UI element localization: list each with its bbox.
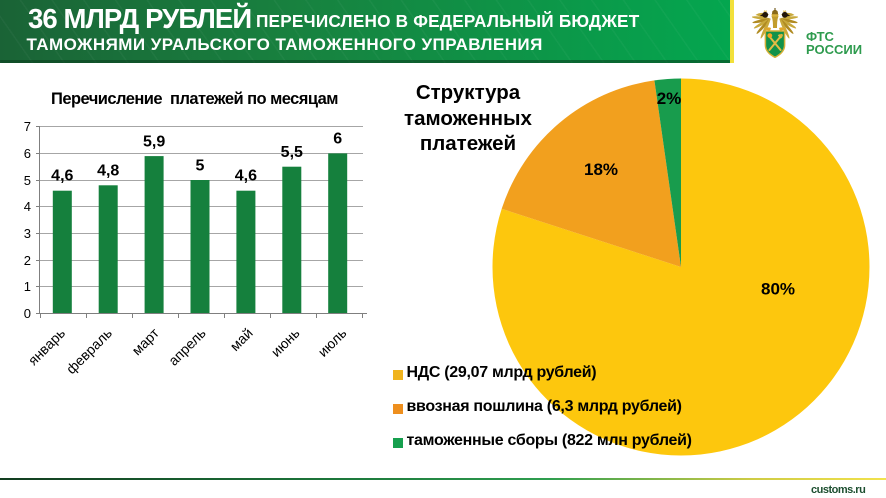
svg-text:4,6: 4,6 <box>51 168 73 185</box>
svg-text:2: 2 <box>24 253 31 268</box>
svg-text:апрель: апрель <box>165 325 209 369</box>
svg-text:5: 5 <box>24 173 31 188</box>
svg-text:май: май <box>227 325 256 354</box>
svg-text:4,8: 4,8 <box>97 163 119 180</box>
svg-text:6: 6 <box>333 131 342 148</box>
svg-text:июнь: июнь <box>268 325 303 360</box>
svg-text:3: 3 <box>24 226 31 241</box>
svg-text:2%: 2% <box>657 89 682 108</box>
svg-text:7: 7 <box>24 119 31 134</box>
svg-text:5,9: 5,9 <box>143 134 165 151</box>
svg-text:5,5: 5,5 <box>281 144 303 161</box>
svg-text:февраль: февраль <box>63 325 115 377</box>
svg-text:март: март <box>128 324 162 358</box>
svg-text:1: 1 <box>24 279 31 294</box>
svg-text:6: 6 <box>24 146 31 161</box>
svg-text:0: 0 <box>24 306 31 321</box>
svg-text:июль: июль <box>315 325 350 360</box>
svg-text:январь: январь <box>25 325 68 368</box>
svg-text:5: 5 <box>196 158 205 175</box>
svg-text:80%: 80% <box>761 280 795 299</box>
svg-text:18%: 18% <box>584 160 618 179</box>
svg-text:4,6: 4,6 <box>235 168 257 185</box>
svg-text:4: 4 <box>24 199 31 214</box>
